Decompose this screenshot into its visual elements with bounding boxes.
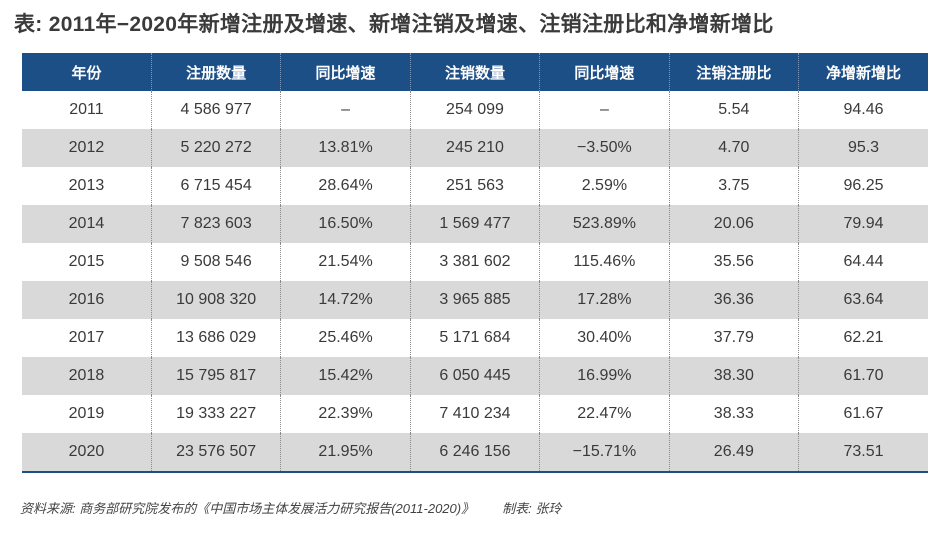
column-header-cancellation-growth: 同比增速 <box>539 53 670 91</box>
table-cell: 96.25 <box>798 167 928 205</box>
table-cell: 62.21 <box>798 319 928 357</box>
column-header-year: 年份 <box>22 53 152 91</box>
column-header-net-increase-ratio: 净增新增比 <box>798 53 928 91</box>
table-cell: 28.64% <box>280 167 411 205</box>
table-row: 2013 6 715 454 28.64% 251 563 2.59% 3.75 96.25 <box>22 167 928 205</box>
table-cell: 7 410 234 <box>409 395 540 433</box>
table-cell: 2019 <box>68 405 105 422</box>
table-cell: 61.67 <box>798 395 928 433</box>
table-cell: 16.50% <box>280 205 411 243</box>
table-cell: 19 333 227 <box>150 395 281 433</box>
registration-table: 年份 注册数量 同比增速 注销数量 同比增速 注销注册比 净增新增比 2011 4… <box>22 53 928 473</box>
table-row: 2017 13 686 029 25.46% 5 171 684 30.40% 37.79… <box>22 319 928 357</box>
table-cell: 4.70 <box>668 129 799 167</box>
table-cell: 5 171 684 <box>409 319 540 357</box>
table-cell: 20.06 <box>668 205 799 243</box>
table-cell: 35.56 <box>668 243 799 281</box>
table-cell: 38.30 <box>668 357 799 395</box>
table-cell: 25.46% <box>280 319 411 357</box>
table-cell: 3 381 602 <box>409 243 540 281</box>
table-cell: 94.46 <box>798 91 928 129</box>
table-cell: 17.28% <box>539 281 670 319</box>
table-cell: 5 220 272 <box>150 129 281 167</box>
table-cell: 2016 <box>22 281 152 319</box>
table-cell: 2020 <box>22 433 152 473</box>
table-row: 2015 9 508 546 21.54% 3 381 602 115.46% 35.56… <box>22 243 928 281</box>
table-cell: 13 686 029 <box>150 319 281 357</box>
table-row: 2018 15 795 817 15.42% 6 050 445 16.99% 38.30… <box>22 357 928 395</box>
table-cell: 2018 <box>22 357 152 395</box>
table-cell: 14.72% <box>280 281 411 319</box>
table-cell: 2012 <box>22 129 152 167</box>
table-cell: 2017 <box>68 329 105 346</box>
table-row: 2011 4 586 977–254 099–5.54 94.46 <box>22 91 928 129</box>
table-cell: 3.75 <box>668 167 799 205</box>
table-cell: 254 099 <box>409 91 540 129</box>
table-cell: 2014 <box>22 205 152 243</box>
table-cell: 23 576 507 <box>150 433 281 473</box>
table-cell: 64.44 <box>798 243 928 281</box>
table-cell: 79.94 <box>798 205 928 243</box>
table-cell: 3 965 885 <box>409 281 540 319</box>
table-cell: 63.64 <box>798 281 928 319</box>
table-row: 2016 10 908 320 14.72% 3 965 885 17.28% 36.36… <box>22 281 928 319</box>
table-cell: 37.79 <box>668 319 799 357</box>
table-cell: 5.54 <box>668 91 799 129</box>
table-cell: 21.95% <box>280 433 411 473</box>
column-header-cancel-register-ratio: 注销注册比 <box>668 53 799 91</box>
table-row: 2019 19 333 227 22.39% 7 410 234 22.47% 38.33… <box>22 395 928 433</box>
table-cell: 21.54% <box>280 243 411 281</box>
table-cell: 15 795 817 <box>150 357 281 395</box>
table-cell: 245 210 <box>409 129 540 167</box>
table-cell: 523.89% <box>539 205 670 243</box>
table-cell: 13.81% <box>280 129 411 167</box>
table-cell: 22.47% <box>539 395 670 433</box>
table-cell: 30.40% <box>539 319 670 357</box>
table-header-row: 年份 注册数量 同比增速 注销数量 同比增速 注销注册比 净增新增比 <box>22 53 928 91</box>
maker-note: 制表: 张玲 <box>502 501 562 516</box>
table-cell: – <box>280 91 411 129</box>
table-cell: −15.71% <box>539 433 670 473</box>
table-cell: – <box>539 91 670 129</box>
table-title: 表: 2011年−2020年新增注册及增速、新增注销及增速、注销注册比和净增新增… <box>14 13 774 36</box>
column-header-registration-growth: 同比增速 <box>280 53 411 91</box>
table-cell: 2013 <box>68 177 105 194</box>
table-row: 2014 7 823 603 16.50% 1 569 477 523.89% 20.06… <box>22 205 928 243</box>
table-cell: 26.49 <box>668 433 799 473</box>
table-cell: 61.70 <box>798 357 928 395</box>
table-cell: 22.39% <box>280 395 411 433</box>
table-cell: 2011 <box>69 101 104 118</box>
footer-note: 资料来源: 商务部研究院发布的《中国市场主体发展活力研究报告(2011-2020… <box>20 498 561 517</box>
table-cell: 2015 <box>68 253 105 270</box>
table-cell: −3.50% <box>539 129 670 167</box>
table-cell: 1 569 477 <box>409 205 540 243</box>
table-cell: 4 586 977 <box>150 91 281 129</box>
table-cell: 73.51 <box>798 433 928 473</box>
table-cell: 115.46% <box>539 243 670 281</box>
table-cell: 6 246 156 <box>409 433 540 473</box>
table-cell: 9 508 546 <box>150 243 281 281</box>
table-cell: 16.99% <box>539 357 670 395</box>
table-body: 2011 4 586 977–254 099–5.54 94.46 2012 5 220… <box>22 91 928 473</box>
source-note: 资料来源: 商务部研究院发布的《中国市场主体发展活力研究报告(2011-2020… <box>20 501 475 516</box>
table-cell: 251 563 <box>409 167 540 205</box>
table-cell: 6 715 454 <box>150 167 281 205</box>
table-cell: 95.3 <box>798 129 928 167</box>
table-cell: 7 823 603 <box>150 205 281 243</box>
column-header-cancellations: 注销数量 <box>409 53 540 91</box>
table-cell: 15.42% <box>280 357 411 395</box>
table-cell: 36.36 <box>668 281 799 319</box>
table-row: 2020 23 576 507 21.95% 6 246 156 −15.71% 26.4… <box>22 433 928 473</box>
table-cell: 10 908 320 <box>150 281 281 319</box>
table-cell: 6 050 445 <box>409 357 540 395</box>
column-header-registrations: 注册数量 <box>150 53 281 91</box>
table-cell: 2.59% <box>539 167 670 205</box>
table-cell: 38.33 <box>668 395 799 433</box>
table-row: 2012 5 220 272 13.81% 245 210 −3.50% 4.70 95.3 <box>22 129 928 167</box>
